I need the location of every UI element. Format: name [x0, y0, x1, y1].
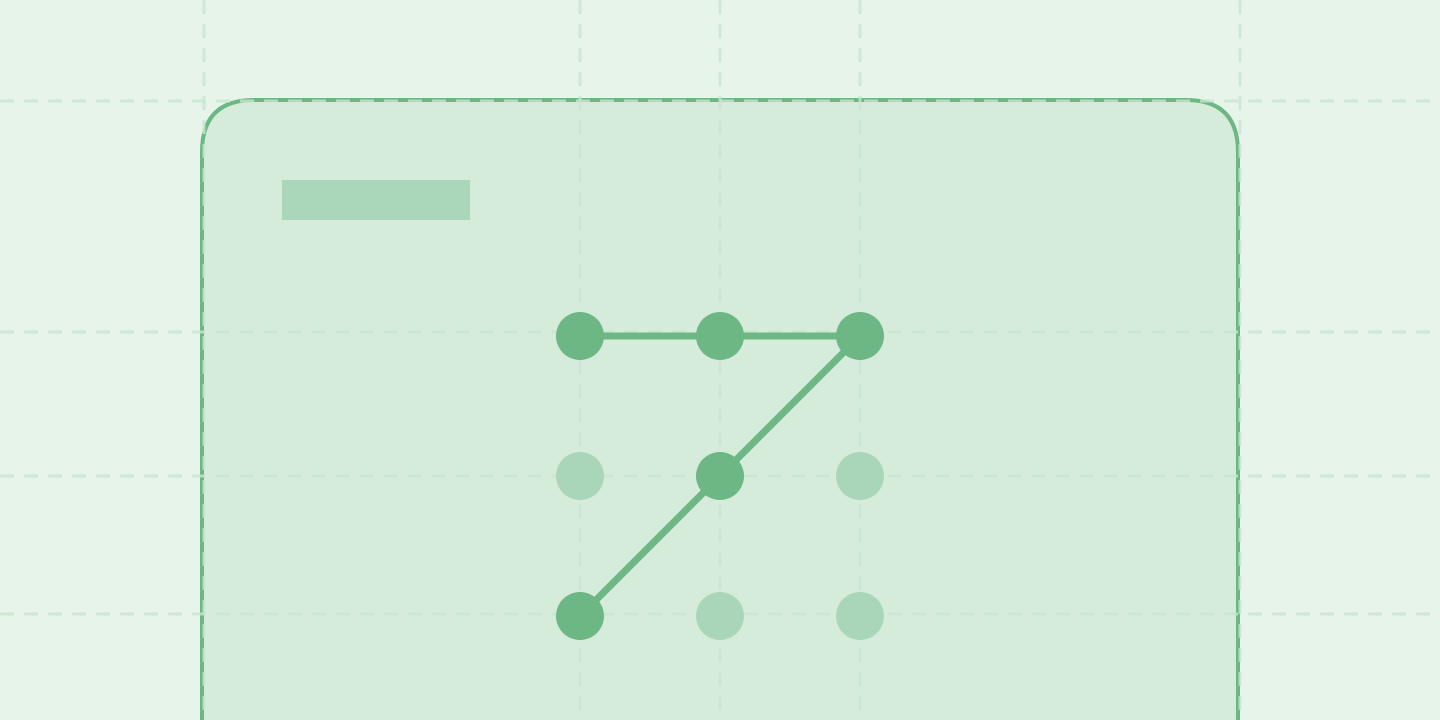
pattern-dot-active[interactable] [556, 312, 604, 360]
pattern-dot-active[interactable] [556, 592, 604, 640]
pattern-dot-active[interactable] [696, 452, 744, 500]
pattern-dot-inactive[interactable] [836, 592, 884, 640]
pattern-dot-active[interactable] [696, 312, 744, 360]
pattern-lock[interactable] [556, 312, 884, 640]
pattern-dot-active[interactable] [836, 312, 884, 360]
pattern-dot-inactive[interactable] [696, 592, 744, 640]
pattern-dot-inactive[interactable] [836, 452, 884, 500]
pattern-dot-inactive[interactable] [556, 452, 604, 500]
card-title-placeholder [282, 180, 470, 220]
